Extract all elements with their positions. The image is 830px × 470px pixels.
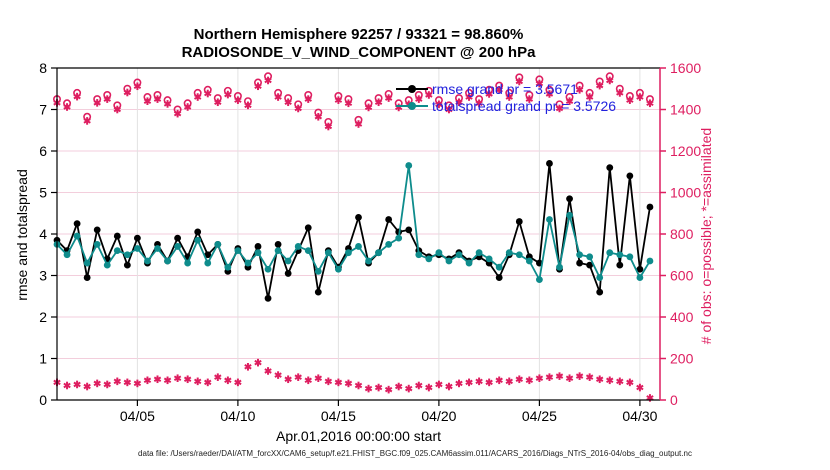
legend-item-rmse: rmse grand pr = 3.5671	[396, 80, 616, 97]
svg-text:04/10: 04/10	[220, 408, 255, 424]
legend-item-totalspread: totalspread grand pr = 3.5726	[396, 97, 616, 114]
svg-text:6: 6	[39, 143, 47, 159]
svg-text:3: 3	[39, 268, 47, 284]
legend-marker-rmse-icon	[408, 84, 416, 93]
svg-text:1200: 1200	[670, 143, 701, 159]
svg-text:04/25: 04/25	[522, 408, 557, 424]
legend: rmse grand pr = 3.5671 totalspread grand…	[396, 80, 616, 114]
svg-text:600: 600	[670, 268, 694, 284]
svg-text:1400: 1400	[670, 102, 701, 118]
svg-text:1000: 1000	[670, 185, 701, 201]
legend-label-totalspread: totalspread grand pr = 3.5726	[432, 97, 617, 114]
svg-text:0: 0	[39, 392, 47, 408]
legend-line-rmse	[396, 84, 428, 93]
legend-marker-totalspread-icon	[408, 101, 416, 110]
legend-label-rmse: rmse grand pr = 3.5671	[432, 80, 578, 97]
svg-text:1600: 1600	[670, 60, 701, 76]
svg-text:04/15: 04/15	[321, 408, 356, 424]
svg-text:04/05: 04/05	[120, 408, 155, 424]
svg-text:400: 400	[670, 309, 694, 325]
svg-text:7: 7	[39, 102, 47, 118]
chart-subtitle: RADIOSONDE_V_WIND_COMPONENT @ 200 hPa	[181, 44, 536, 61]
legend-line-totalspread	[396, 101, 428, 110]
chart-title: Northern Hemisphere 92257 / 93321 = 98.8…	[193, 26, 524, 43]
svg-text:800: 800	[670, 226, 694, 242]
left-axis-label: rmse and totalspread	[14, 169, 30, 301]
right-axis-label: # of obs: o=possible; *=assimilated	[698, 127, 714, 345]
svg-text:200: 200	[670, 351, 694, 367]
svg-text:04/30: 04/30	[622, 408, 657, 424]
svg-text:0: 0	[670, 392, 678, 408]
svg-text:8: 8	[39, 60, 47, 76]
svg-text:1: 1	[39, 351, 47, 367]
x-axis-label: Apr.01,2016 00:00:00 start	[275, 428, 441, 444]
svg-text:04/20: 04/20	[421, 408, 456, 424]
svg-text:5: 5	[39, 185, 47, 201]
svg-text:2: 2	[39, 309, 47, 325]
svg-text:4: 4	[39, 226, 47, 242]
data-file-path: data file: /Users/raeder/DAI/ATM_forcXX/…	[138, 449, 692, 458]
